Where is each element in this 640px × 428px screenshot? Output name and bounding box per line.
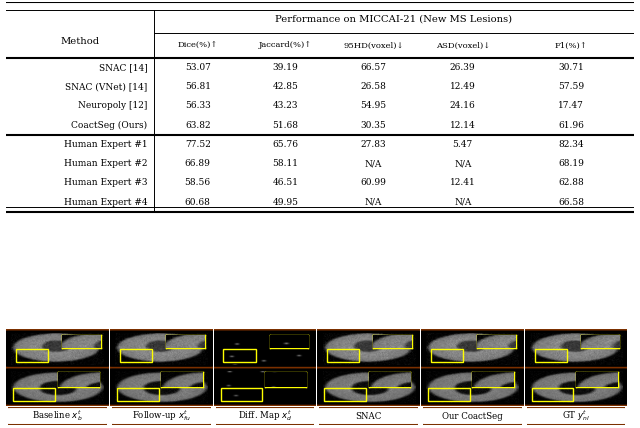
FancyBboxPatch shape — [314, 328, 423, 369]
FancyBboxPatch shape — [418, 328, 527, 369]
Text: 27.83: 27.83 — [360, 140, 386, 149]
Text: N/A: N/A — [365, 198, 382, 207]
FancyBboxPatch shape — [3, 366, 112, 407]
FancyBboxPatch shape — [5, 407, 110, 425]
Text: 63.82: 63.82 — [185, 121, 211, 130]
Text: 43.23: 43.23 — [273, 101, 298, 110]
FancyBboxPatch shape — [522, 366, 630, 407]
Text: GT $y_{nl}^t$: GT $y_{nl}^t$ — [562, 409, 590, 423]
Bar — [324, 388, 366, 401]
Text: 95HD(voxel)↓: 95HD(voxel)↓ — [343, 42, 404, 50]
Text: Jaccard(%)↑: Jaccard(%)↑ — [259, 42, 312, 50]
Bar — [117, 388, 159, 401]
Text: SNAC: SNAC — [355, 411, 382, 421]
Text: Human Expert #4: Human Expert #4 — [64, 198, 148, 207]
Text: 46.51: 46.51 — [273, 178, 298, 187]
Text: 68.19: 68.19 — [558, 159, 584, 168]
Text: 12.41: 12.41 — [450, 178, 476, 187]
Text: 17.47: 17.47 — [558, 101, 584, 110]
Text: 24.16: 24.16 — [450, 101, 476, 110]
Text: SNAC [14]: SNAC [14] — [99, 63, 148, 72]
Text: CoactSeg (Ours): CoactSeg (Ours) — [72, 121, 148, 130]
Text: Our CoactSeg: Our CoactSeg — [442, 411, 503, 421]
Text: 58.56: 58.56 — [184, 178, 211, 187]
Text: N/A: N/A — [454, 198, 472, 207]
Text: 49.95: 49.95 — [273, 198, 298, 207]
Text: 66.89: 66.89 — [185, 159, 211, 168]
Text: Follow-up $x_{fu}^t$: Follow-up $x_{fu}^t$ — [132, 409, 191, 423]
Text: 30.35: 30.35 — [360, 121, 386, 130]
Text: 12.49: 12.49 — [450, 82, 476, 91]
Text: Baseline $x_b^t$: Baseline $x_b^t$ — [32, 409, 83, 423]
Text: 57.59: 57.59 — [558, 82, 584, 91]
FancyBboxPatch shape — [418, 366, 527, 407]
FancyBboxPatch shape — [314, 366, 423, 407]
Text: 53.07: 53.07 — [185, 63, 211, 72]
Text: Method: Method — [61, 37, 100, 46]
Text: Dice(%)↑: Dice(%)↑ — [177, 42, 218, 50]
FancyBboxPatch shape — [3, 328, 112, 369]
Bar — [534, 349, 567, 362]
Bar — [120, 349, 152, 362]
Text: Human Expert #3: Human Expert #3 — [64, 178, 148, 187]
FancyBboxPatch shape — [420, 407, 525, 425]
Text: ASD(voxel)↓: ASD(voxel)↓ — [436, 42, 490, 50]
FancyBboxPatch shape — [212, 407, 317, 425]
Text: 61.96: 61.96 — [558, 121, 584, 130]
Text: 30.71: 30.71 — [558, 63, 584, 72]
Text: 60.99: 60.99 — [360, 178, 387, 187]
FancyBboxPatch shape — [524, 407, 628, 425]
Bar — [223, 349, 256, 362]
Text: 26.58: 26.58 — [360, 82, 387, 91]
FancyBboxPatch shape — [211, 366, 319, 407]
FancyBboxPatch shape — [107, 328, 216, 369]
Text: 66.58: 66.58 — [558, 198, 584, 207]
Text: N/A: N/A — [365, 159, 382, 168]
Text: 5.47: 5.47 — [452, 140, 473, 149]
Text: 56.33: 56.33 — [185, 101, 211, 110]
Text: Performance on MICCAI-21 (New MS Lesions): Performance on MICCAI-21 (New MS Lesions… — [275, 15, 512, 24]
FancyBboxPatch shape — [211, 328, 319, 369]
Text: 39.19: 39.19 — [273, 63, 298, 72]
Bar — [327, 349, 360, 362]
Text: 12.14: 12.14 — [450, 121, 476, 130]
Text: 58.11: 58.11 — [273, 159, 298, 168]
FancyBboxPatch shape — [522, 328, 630, 369]
FancyBboxPatch shape — [316, 407, 421, 425]
Text: 56.81: 56.81 — [185, 82, 211, 91]
Text: N/A: N/A — [454, 159, 472, 168]
Text: Human Expert #2: Human Expert #2 — [64, 159, 148, 168]
Bar — [532, 388, 573, 401]
Text: 60.68: 60.68 — [185, 198, 211, 207]
Text: 77.52: 77.52 — [185, 140, 211, 149]
Bar — [13, 388, 55, 401]
Text: Diff. Map $x_d^t$: Diff. Map $x_d^t$ — [237, 409, 292, 423]
Text: F1(%)↑: F1(%)↑ — [554, 42, 588, 50]
FancyBboxPatch shape — [109, 407, 214, 425]
Text: 51.68: 51.68 — [273, 121, 298, 130]
Text: 62.88: 62.88 — [558, 178, 584, 187]
Text: 42.85: 42.85 — [273, 82, 298, 91]
Text: Neuropoly [12]: Neuropoly [12] — [78, 101, 148, 110]
Bar — [221, 388, 262, 401]
FancyBboxPatch shape — [107, 366, 216, 407]
Text: SNAC (VNet) [14]: SNAC (VNet) [14] — [65, 82, 148, 91]
Text: 82.34: 82.34 — [558, 140, 584, 149]
Bar — [428, 388, 470, 401]
Bar — [431, 349, 463, 362]
Text: Human Expert #1: Human Expert #1 — [64, 140, 148, 149]
Text: 54.95: 54.95 — [360, 101, 387, 110]
Bar — [16, 349, 49, 362]
Text: 66.57: 66.57 — [360, 63, 387, 72]
Text: 65.76: 65.76 — [273, 140, 298, 149]
Text: 26.39: 26.39 — [450, 63, 476, 72]
